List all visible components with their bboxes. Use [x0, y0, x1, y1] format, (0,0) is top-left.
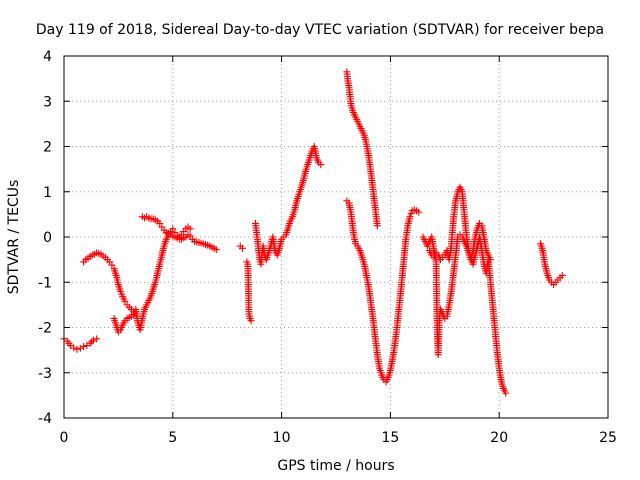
data-point: [317, 161, 325, 169]
data-point: [406, 213, 414, 221]
data-point: [73, 345, 81, 353]
data-point: [238, 244, 246, 252]
data-point: [373, 222, 381, 230]
x-tick-label: 20: [490, 430, 508, 446]
y-tick-label: 3: [43, 94, 52, 110]
data-point: [247, 317, 255, 325]
data-point: [212, 246, 220, 254]
data-point: [89, 336, 97, 344]
y-tick-label: -1: [38, 275, 52, 291]
x-tick-label: 15: [381, 430, 399, 446]
grid-lines: [64, 56, 608, 418]
y-tick-label: -3: [38, 366, 52, 382]
data-point: [88, 338, 96, 346]
plot-frame: [63, 55, 609, 419]
data-point: [80, 343, 88, 351]
x-tick-label: 0: [60, 430, 69, 446]
data-point: [486, 256, 494, 264]
data-point: [407, 210, 415, 218]
chart-title: Day 119 of 2018, Sidereal Day-to-day VTE…: [36, 22, 604, 38]
data-point: [108, 261, 116, 269]
data-point: [76, 344, 84, 352]
y-tick-label: -2: [38, 321, 52, 337]
y-tick-label: -4: [38, 411, 52, 427]
data-point: [70, 344, 78, 352]
data-point: [558, 271, 566, 279]
x-tick-label: 25: [599, 430, 617, 446]
y-tick-label: 4: [43, 49, 52, 65]
y-axis-label: SDTVAR / TECUs: [6, 180, 22, 295]
data-point: [415, 208, 423, 216]
y-tick-label: 0: [43, 230, 52, 246]
y-tick-label: 1: [43, 185, 52, 201]
y-tick-labels: -4 -3 -2 -1 0 1 2 3 4: [38, 49, 52, 427]
x-axis-label: GPS time / hours: [277, 458, 394, 474]
data-point: [169, 225, 177, 233]
y-tick-label: 2: [43, 140, 52, 156]
data-point: [502, 389, 510, 397]
data-point: [121, 297, 129, 305]
data-point: [156, 219, 164, 227]
data-point: [93, 335, 101, 343]
data-point: [186, 225, 194, 233]
data-points: [60, 68, 566, 397]
x-tick-label: 5: [168, 430, 177, 446]
x-tick-label: 10: [273, 430, 291, 446]
x-tick-labels: 0 5 10 15 20 25: [60, 430, 617, 446]
data-point: [86, 339, 94, 347]
